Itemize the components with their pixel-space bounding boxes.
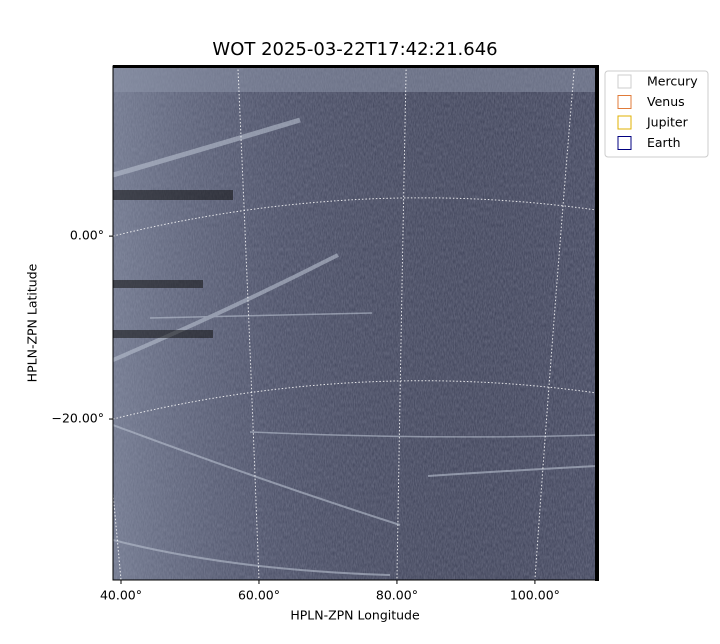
grid-line — [112, 197, 598, 237]
legend-label: Jupiter — [646, 115, 689, 130]
grid-line — [69, 65, 122, 581]
grid-line — [112, 380, 598, 420]
legend-label: Mercury — [647, 74, 698, 89]
frame-edge — [595, 65, 599, 581]
x-tick-label: 40.00° — [100, 588, 142, 603]
x-tick-label: 100.00° — [510, 588, 560, 603]
y-axis-label: HPLN-ZPN Latitude — [25, 263, 40, 382]
grid-line — [396, 65, 407, 581]
legend — [604, 70, 709, 158]
frame-edge — [113, 65, 599, 68]
x-tick-label: 80.00° — [376, 588, 418, 603]
grid-line — [534, 65, 575, 581]
legend-label: Venus — [647, 94, 685, 109]
legend-swatch — [617, 74, 632, 89]
y-tick-label: −20.00° — [51, 411, 104, 426]
legend-swatch — [617, 95, 632, 109]
y-tick-label: 0.00° — [70, 228, 104, 243]
legend-swatch — [617, 136, 632, 150]
chart-title: WOT 2025-03-22T17:42:21.646 — [212, 39, 497, 60]
x-axis-label: HPLN-ZPN Longitude — [290, 608, 420, 623]
image-area — [113, 66, 597, 580]
x-tick-label: 60.00° — [238, 588, 280, 603]
legend-label: Earth — [647, 135, 681, 150]
grid-line — [237, 65, 260, 581]
legend-swatch — [617, 115, 632, 130]
